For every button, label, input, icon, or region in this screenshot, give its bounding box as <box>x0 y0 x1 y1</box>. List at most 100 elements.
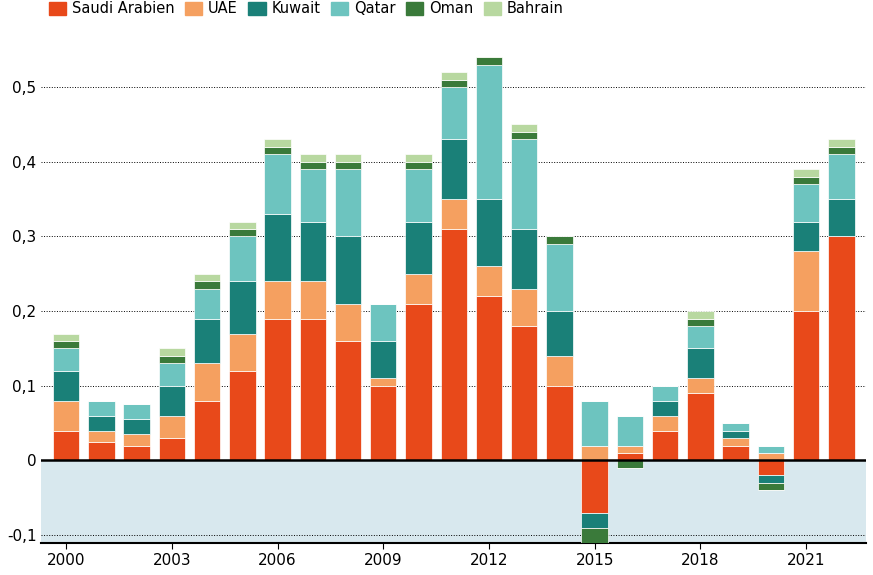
Bar <box>687 319 713 326</box>
Bar <box>511 124 538 132</box>
Bar <box>476 199 502 266</box>
Bar <box>265 139 291 147</box>
Bar <box>581 446 608 461</box>
Bar <box>229 371 256 461</box>
Bar <box>793 251 820 311</box>
Bar <box>546 356 573 386</box>
Bar <box>265 214 291 281</box>
Bar <box>159 356 185 363</box>
Bar <box>335 304 361 341</box>
Bar <box>229 229 256 236</box>
Bar <box>299 169 326 221</box>
Bar <box>370 386 396 461</box>
Bar <box>88 401 114 416</box>
Bar <box>723 431 749 438</box>
Bar <box>758 453 784 461</box>
Bar <box>828 139 855 147</box>
Bar <box>88 416 114 431</box>
Bar <box>265 319 291 461</box>
Bar <box>194 401 220 461</box>
Bar <box>299 154 326 162</box>
Bar <box>265 147 291 154</box>
Bar <box>441 79 467 87</box>
Bar <box>476 50 502 57</box>
Bar <box>194 281 220 289</box>
Bar <box>229 236 256 281</box>
Bar <box>123 446 150 461</box>
Bar <box>229 281 256 334</box>
Bar <box>546 386 573 461</box>
Bar <box>476 266 502 296</box>
Bar <box>159 386 185 416</box>
Bar <box>265 154 291 214</box>
Bar <box>441 199 467 229</box>
Bar <box>828 199 855 236</box>
Bar <box>370 341 396 378</box>
Bar <box>687 393 713 461</box>
Bar <box>723 446 749 461</box>
Bar <box>687 378 713 393</box>
Bar <box>441 229 467 461</box>
Bar <box>441 72 467 79</box>
Bar <box>546 311 573 356</box>
Bar <box>370 378 396 386</box>
Bar <box>581 513 608 528</box>
Bar <box>88 442 114 461</box>
Bar <box>405 274 432 304</box>
Bar <box>723 423 749 431</box>
Bar <box>53 431 79 461</box>
Bar <box>511 139 538 229</box>
Bar <box>758 446 784 453</box>
Bar <box>581 528 608 543</box>
Bar <box>546 244 573 311</box>
Bar <box>687 311 713 319</box>
Bar <box>793 221 820 251</box>
Bar <box>793 311 820 461</box>
Bar <box>159 363 185 386</box>
Bar <box>159 438 185 461</box>
Bar <box>194 363 220 401</box>
Bar <box>511 229 538 289</box>
Bar <box>581 461 608 513</box>
Bar <box>335 162 361 169</box>
Bar <box>476 57 502 64</box>
Bar <box>652 431 678 461</box>
Bar <box>793 177 820 184</box>
Bar <box>53 371 79 401</box>
Bar <box>828 236 855 461</box>
Bar <box>581 401 608 446</box>
Bar <box>652 416 678 431</box>
Bar <box>53 334 79 341</box>
Bar <box>41 461 866 543</box>
Bar <box>229 221 256 229</box>
Bar <box>299 281 326 319</box>
Bar <box>405 221 432 274</box>
Bar <box>265 281 291 319</box>
Bar <box>194 274 220 281</box>
Bar <box>687 348 713 378</box>
Bar <box>758 476 784 483</box>
Legend: Saudi Arabien, UAE, Kuwait, Qatar, Oman, Bahrain: Saudi Arabien, UAE, Kuwait, Qatar, Oman,… <box>49 1 564 17</box>
Bar <box>511 326 538 461</box>
Bar <box>652 401 678 416</box>
Bar <box>758 483 784 490</box>
Bar <box>758 461 784 476</box>
Bar <box>652 386 678 401</box>
Bar <box>159 416 185 438</box>
Bar <box>229 334 256 371</box>
Bar <box>53 348 79 371</box>
Bar <box>616 461 643 468</box>
Bar <box>299 319 326 461</box>
Bar <box>546 236 573 244</box>
Bar <box>335 341 361 461</box>
Bar <box>511 289 538 326</box>
Bar <box>123 419 150 434</box>
Bar <box>723 438 749 446</box>
Bar <box>194 319 220 363</box>
Bar <box>476 64 502 199</box>
Bar <box>405 169 432 221</box>
Bar <box>88 431 114 442</box>
Bar <box>194 289 220 319</box>
Bar <box>616 416 643 446</box>
Bar <box>476 296 502 461</box>
